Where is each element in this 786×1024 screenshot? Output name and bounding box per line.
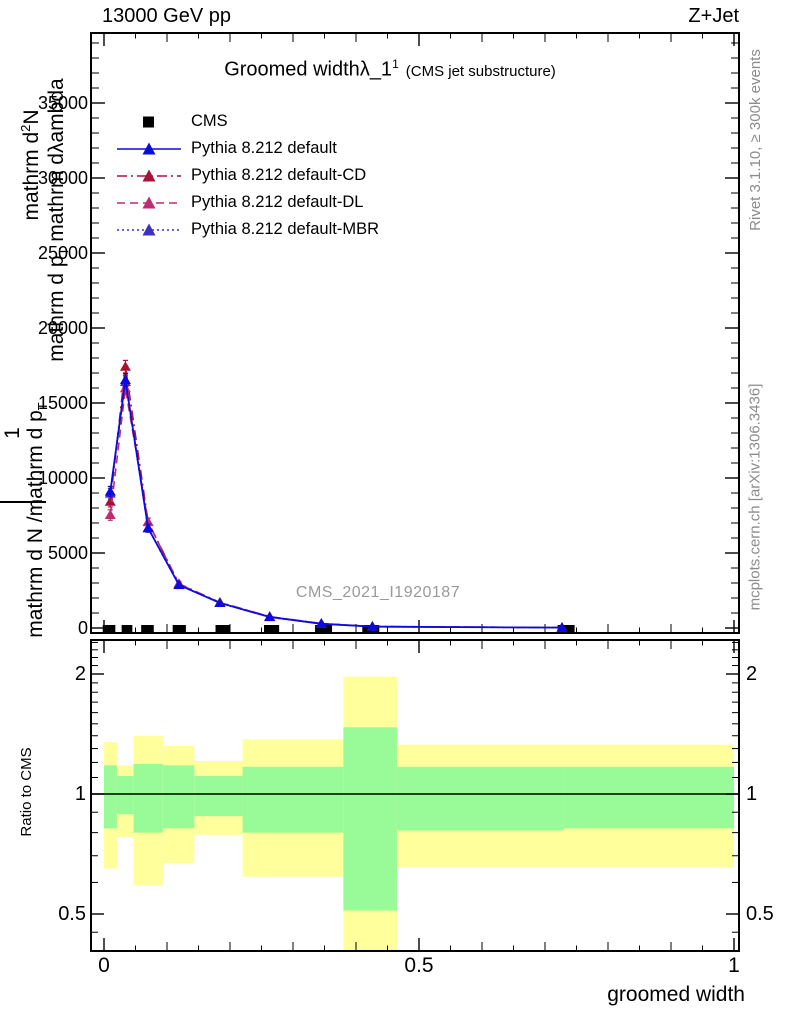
series-marker-triangle	[315, 618, 327, 628]
panel-frames	[90, 32, 740, 952]
cms-data-marker	[315, 625, 333, 632]
legend-square-glyph	[143, 116, 154, 127]
ratio-band-inner	[104, 765, 117, 829]
cms-data-marker	[141, 625, 154, 632]
cms-data-marker	[121, 625, 133, 632]
legend-triangle-glyph	[142, 169, 156, 181]
ratio-band-inner	[343, 727, 397, 911]
series-marker-triangle	[119, 374, 131, 385]
legend-item: Pythia 8.212 default-CD	[116, 162, 379, 189]
legend-item: CMS	[116, 108, 379, 135]
process-label: Z+Jet	[688, 5, 739, 27]
ratio-band-inner	[194, 775, 243, 817]
ratio-y-tick-label-left: 1	[74, 783, 86, 805]
cms-data-marker	[172, 625, 186, 632]
legend-triangle-glyph	[142, 196, 156, 208]
ratio-y-tick-label-left: 0.5	[58, 903, 86, 925]
ratio-y-tick-label-right: 2	[746, 663, 758, 685]
legend-item: Pythia 8.212 default-DL	[116, 189, 379, 216]
ratio-y-tick-label-left: 2	[74, 663, 86, 685]
x-tick-label: 1	[728, 954, 740, 977]
x-tick-label: 0	[98, 954, 110, 977]
legend-triangle-glyph	[142, 223, 156, 235]
legend-line-marker-icon	[117, 142, 181, 154]
series-marker-triangle	[214, 597, 226, 607]
series-pythia-8-212-default	[104, 373, 568, 632]
main-panel-frame	[90, 32, 740, 634]
ratio-band-inner	[242, 766, 344, 833]
ratio-panel-frame	[90, 639, 740, 952]
main-y-tick-label: 5000	[47, 543, 88, 563]
legend-square-marker-icon	[143, 116, 154, 127]
legend: CMS Pythia 8.212 default Pythia 8.212 defa…	[116, 108, 379, 243]
cms-data-marker	[102, 625, 116, 632]
ratio-band-inner	[133, 763, 163, 833]
plot-title-suffix: (CMS jet substructure)	[405, 62, 556, 80]
series-marker-triangle	[556, 622, 568, 632]
rivet-version-note: Rivet 3.1.10, ≥ 300k events	[747, 49, 764, 231]
ratio-band-inner	[396, 766, 564, 831]
plot-title-superscript: 1	[392, 57, 399, 71]
main-y-tick-label: 20000	[37, 318, 88, 338]
axis-ticks	[91, 33, 739, 951]
cms-data-marker	[215, 625, 230, 632]
x-tick-label: 0.5	[404, 954, 434, 977]
legend-item-label: CMS	[191, 112, 228, 130]
legend-item: Pythia 8.212 default-MBR	[116, 216, 379, 243]
mcplots-arxiv-note: mcplots.cern.ch [arXiv:1306.3436]	[746, 383, 764, 611]
y-axis-title-fragment: mathrm d p	[45, 255, 68, 362]
legend-line-marker-icon	[117, 169, 181, 181]
plot-title: Groomed widthλ_11 (CMS jet substructure)	[60, 57, 720, 82]
y-axis-title-fragment: mathrm d N /mathrm d p	[24, 410, 47, 638]
y-axis-title-lower-numerator: 1	[1, 427, 24, 439]
main-y-tick-label: 25000	[37, 243, 88, 263]
series-marker-triangle	[142, 522, 154, 532]
beam-energy-label: 13000 GeV pp	[102, 5, 231, 27]
legend-item-label: Pythia 8.212 default	[191, 139, 337, 157]
series-marker-triangle	[366, 621, 378, 631]
series-marker-triangle	[104, 509, 116, 520]
main-y-tick-label: 15000	[37, 393, 88, 413]
main-y-tick-label: 30000	[37, 168, 88, 188]
main-y-tick-label: 0	[77, 618, 88, 638]
y-axis-title-lower-denominator: mathrm d N /mathrm d pT	[24, 390, 50, 650]
plot-title-text: Groomed width	[224, 58, 360, 81]
y-axis-title-fragment: 2	[18, 124, 33, 132]
ratio-band-inner	[563, 766, 734, 829]
legend-line-marker-icon	[117, 196, 181, 208]
ratio-y-tick-label-right: 0.5	[746, 903, 774, 925]
series-marker-triangle	[104, 496, 116, 506]
legend-item: Pythia 8.212 default	[116, 135, 379, 162]
ratio-uncertainty-bands	[104, 676, 734, 951]
main-y-tick-label: 35000	[37, 93, 88, 113]
series-marker-triangle	[119, 361, 131, 371]
ratio-y-tick-label-right: 1	[746, 783, 758, 805]
legend-item-label: Pythia 8.212 default-MBR	[191, 220, 380, 238]
legend-item-label: Pythia 8.212 default-CD	[191, 166, 367, 184]
main-y-tick-label: 10000	[37, 468, 88, 488]
series-marker-triangle	[264, 611, 276, 622]
series-marker-triangle	[104, 486, 116, 496]
watermark: CMS_2021_I1920187	[295, 584, 461, 601]
legend-item-label: Pythia 8.212 default-DL	[191, 193, 364, 211]
cms-data-points	[102, 625, 575, 632]
series-marker-triangle	[173, 579, 185, 589]
ratio-band-inner	[162, 765, 195, 829]
series-marker-triangle	[119, 382, 131, 393]
plot-title-symbol: λ_1	[359, 58, 393, 81]
series-marker-triangle	[142, 516, 154, 527]
ratio-band-inner	[116, 775, 134, 815]
cms-data-marker	[264, 625, 280, 632]
legend-triangle-glyph	[142, 142, 156, 154]
y-axis-title-fraction-bar	[0, 501, 46, 503]
y-axis-title-upper-numerator: mathrm d2N	[18, 95, 43, 235]
cms-data-marker	[557, 625, 575, 632]
x-axis-label: groomed width	[607, 983, 745, 1006]
legend-line-marker-icon	[117, 223, 181, 235]
